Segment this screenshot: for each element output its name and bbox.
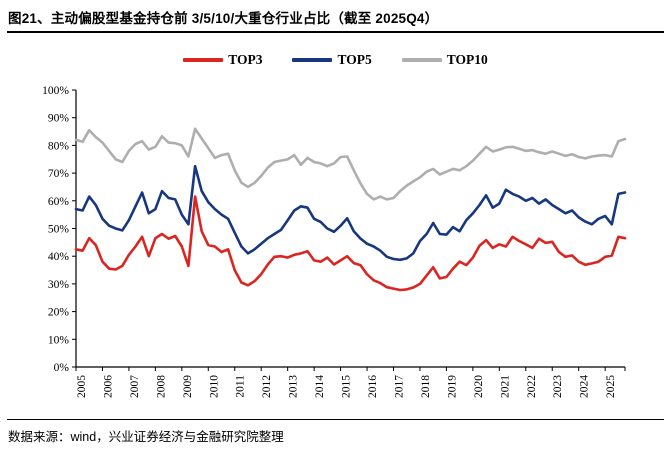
- series-line-top10: [74, 127, 627, 201]
- x-tick-label: 2017: [393, 375, 405, 398]
- y-tick-label: 10%: [48, 334, 70, 346]
- y-tick-label: 60%: [48, 196, 70, 208]
- x-tick-label: 2007: [129, 375, 141, 398]
- y-tick-label: 50%: [48, 224, 70, 236]
- y-tick-label: 0%: [54, 362, 70, 374]
- y-tick-label: 30%: [48, 279, 70, 291]
- y-tick-label: 20%: [48, 307, 70, 319]
- x-tick-label: 2023: [552, 375, 564, 398]
- legend-label-top3: TOP3: [228, 52, 263, 67]
- x-tick-label: 2009: [182, 375, 194, 398]
- line-chart-area: 0% 10% 20% 30% 40% 50% 60% 70% 80% 90% 100% 2005 200…: [0, 78, 671, 410]
- x-tick-label: 2020: [473, 375, 485, 398]
- legend-item-top3: TOP3: [183, 52, 262, 68]
- figure-title: 图21、主动偏股型基金持仓前 3/5/10/大重仓行业占比（截至 2025Q4）: [8, 11, 439, 26]
- x-tick-label: 2008: [155, 375, 167, 398]
- chart-legend: TOP3 TOP5 TOP10: [0, 52, 671, 68]
- legend-line-top3-icon: [183, 58, 224, 62]
- y-tick-label: 90%: [48, 113, 70, 125]
- x-tick-label: 2021: [499, 375, 511, 398]
- x-tick-label: 2013: [288, 375, 300, 398]
- x-tick-label: 2019: [446, 375, 458, 398]
- line-chart-svg: 0% 10% 20% 30% 40% 50% 60% 70% 80% 90% 100% 2005 200…: [42, 85, 627, 398]
- x-tick-label: 2012: [261, 375, 273, 398]
- footer-divider: [7, 419, 664, 420]
- x-tick-label: 2025: [605, 375, 617, 398]
- x-tick-label: 2015: [341, 375, 353, 398]
- legend-label-top10: TOP10: [446, 52, 488, 67]
- x-tick-label: 2005: [76, 375, 88, 398]
- series-line-top5: [74, 164, 627, 262]
- legend-item-top10: TOP10: [401, 52, 488, 68]
- series-line-top3: [74, 195, 627, 292]
- legend-label-top5: TOP5: [337, 52, 372, 67]
- x-tick-label: 2016: [367, 375, 379, 398]
- legend-item-top5: TOP5: [292, 52, 372, 68]
- y-tick-label: 70%: [48, 168, 70, 180]
- legend-line-top5-icon: [292, 58, 333, 62]
- y-tick-label: 100%: [42, 85, 69, 97]
- x-tick-label: 2018: [420, 375, 432, 398]
- x-tick-label: 2024: [579, 375, 591, 398]
- x-tick-label: 2022: [526, 375, 538, 398]
- x-tick-label: 2014: [314, 375, 326, 398]
- title-divider: [7, 31, 664, 33]
- y-tick-label: 80%: [48, 140, 70, 152]
- data-source-note: 数据来源：wind，兴业证券经济与金融研究院整理: [8, 430, 284, 444]
- y-tick-label: 40%: [48, 251, 70, 263]
- x-tick-label: 2011: [235, 375, 247, 398]
- x-tick-label: 2010: [208, 375, 220, 398]
- x-tick-label: 2006: [102, 375, 114, 398]
- legend-line-top10-icon: [401, 58, 442, 62]
